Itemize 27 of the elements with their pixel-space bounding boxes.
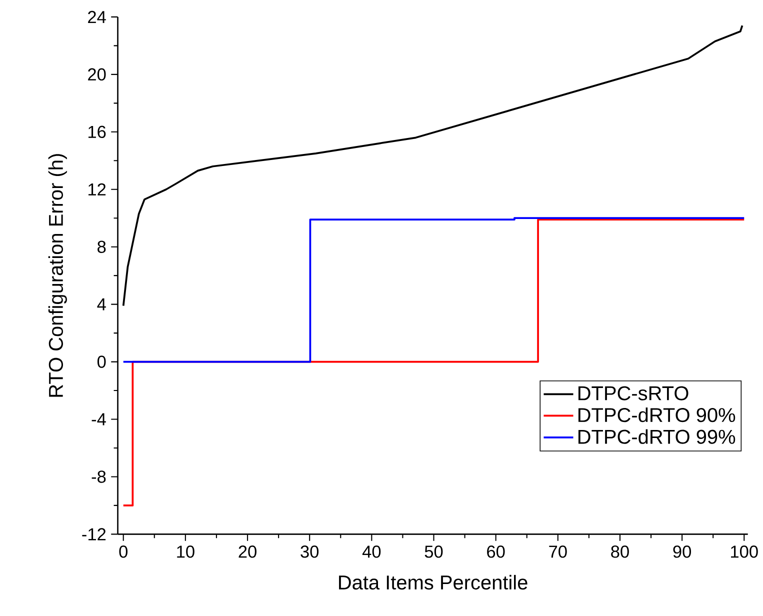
- y-tick-label: -8: [92, 470, 106, 483]
- x-tick-label: 60: [487, 546, 505, 558]
- x-tick-label: 80: [611, 546, 629, 558]
- legend-label: DTPC-sRTO: [578, 386, 688, 400]
- x-tick-label: 30: [300, 546, 319, 558]
- x-tick-label: 40: [362, 546, 381, 558]
- y-tick-label: 20: [88, 68, 106, 81]
- x-tick-label: 90: [673, 546, 692, 558]
- x-tick-label: 20: [238, 546, 256, 558]
- x-tick-label: 100: [731, 546, 758, 558]
- y-tick-label: 12: [88, 183, 106, 196]
- y-tick-label: 4: [97, 298, 106, 310]
- x-axis-title: Data Items Percentile: [339, 575, 528, 590]
- line-series: [122, 24, 744, 307]
- x-tick-label: 50: [424, 546, 443, 558]
- legend-label: DTPC-dRTO 90%: [578, 408, 736, 422]
- x-tick-label: 10: [177, 546, 194, 558]
- y-tick-label: -4: [92, 413, 106, 426]
- x-tick-label: 70: [549, 546, 567, 558]
- y-tick-label: 16: [88, 126, 106, 138]
- y-axis-title: RTO Configuration Error (h): [48, 154, 67, 397]
- y-tick-label: 0: [97, 356, 106, 368]
- y-tick-label: -12: [82, 528, 106, 540]
- y-tick-label: 8: [98, 240, 106, 254]
- y-tick-label: 24: [88, 11, 106, 24]
- legend-label: DTPC-dRTO 99%: [578, 429, 736, 444]
- x-tick-label: 0: [119, 546, 128, 558]
